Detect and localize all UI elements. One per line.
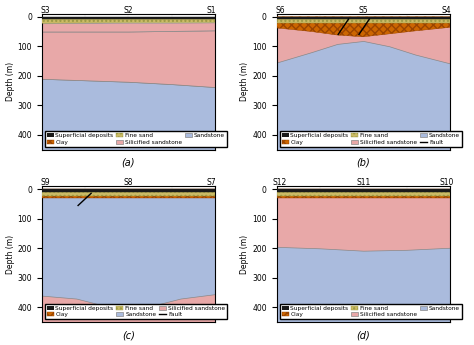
Text: S2: S2	[124, 6, 133, 14]
Y-axis label: Depth (m): Depth (m)	[6, 62, 15, 101]
Legend: Superficial deposits, Clay, Fine sand, Silicified sandstone, Sandstone: Superficial deposits, Clay, Fine sand, S…	[45, 131, 227, 147]
Text: S10: S10	[439, 178, 454, 187]
Text: (a): (a)	[122, 158, 135, 168]
Text: S4: S4	[442, 6, 451, 14]
Legend: Superficial deposits, Clay, Fine sand, Sandstone, Silicified sandstone, Fault: Superficial deposits, Clay, Fine sand, S…	[45, 304, 227, 319]
Text: S8: S8	[124, 178, 133, 187]
Text: (b): (b)	[356, 158, 370, 168]
Text: S12: S12	[273, 178, 287, 187]
Text: S11: S11	[356, 178, 370, 187]
Legend: Superficial deposits, Clay, Fine sand, Silicified sandstone, Sandstone: Superficial deposits, Clay, Fine sand, S…	[280, 304, 462, 319]
Text: S5: S5	[358, 6, 368, 14]
Text: (c): (c)	[122, 331, 135, 341]
Legend: Superficial deposits, Clay, Fine sand, Silicified sandstone, Sandstone, Fault: Superficial deposits, Clay, Fine sand, S…	[280, 131, 462, 147]
Y-axis label: Depth (m): Depth (m)	[240, 62, 249, 101]
Text: S3: S3	[40, 6, 50, 14]
Y-axis label: Depth (m): Depth (m)	[240, 235, 249, 274]
Text: S7: S7	[207, 178, 217, 187]
Y-axis label: Depth (m): Depth (m)	[6, 235, 15, 274]
Text: S6: S6	[275, 6, 285, 14]
Text: S9: S9	[40, 178, 50, 187]
Text: (d): (d)	[356, 331, 370, 341]
Text: S1: S1	[207, 6, 216, 14]
